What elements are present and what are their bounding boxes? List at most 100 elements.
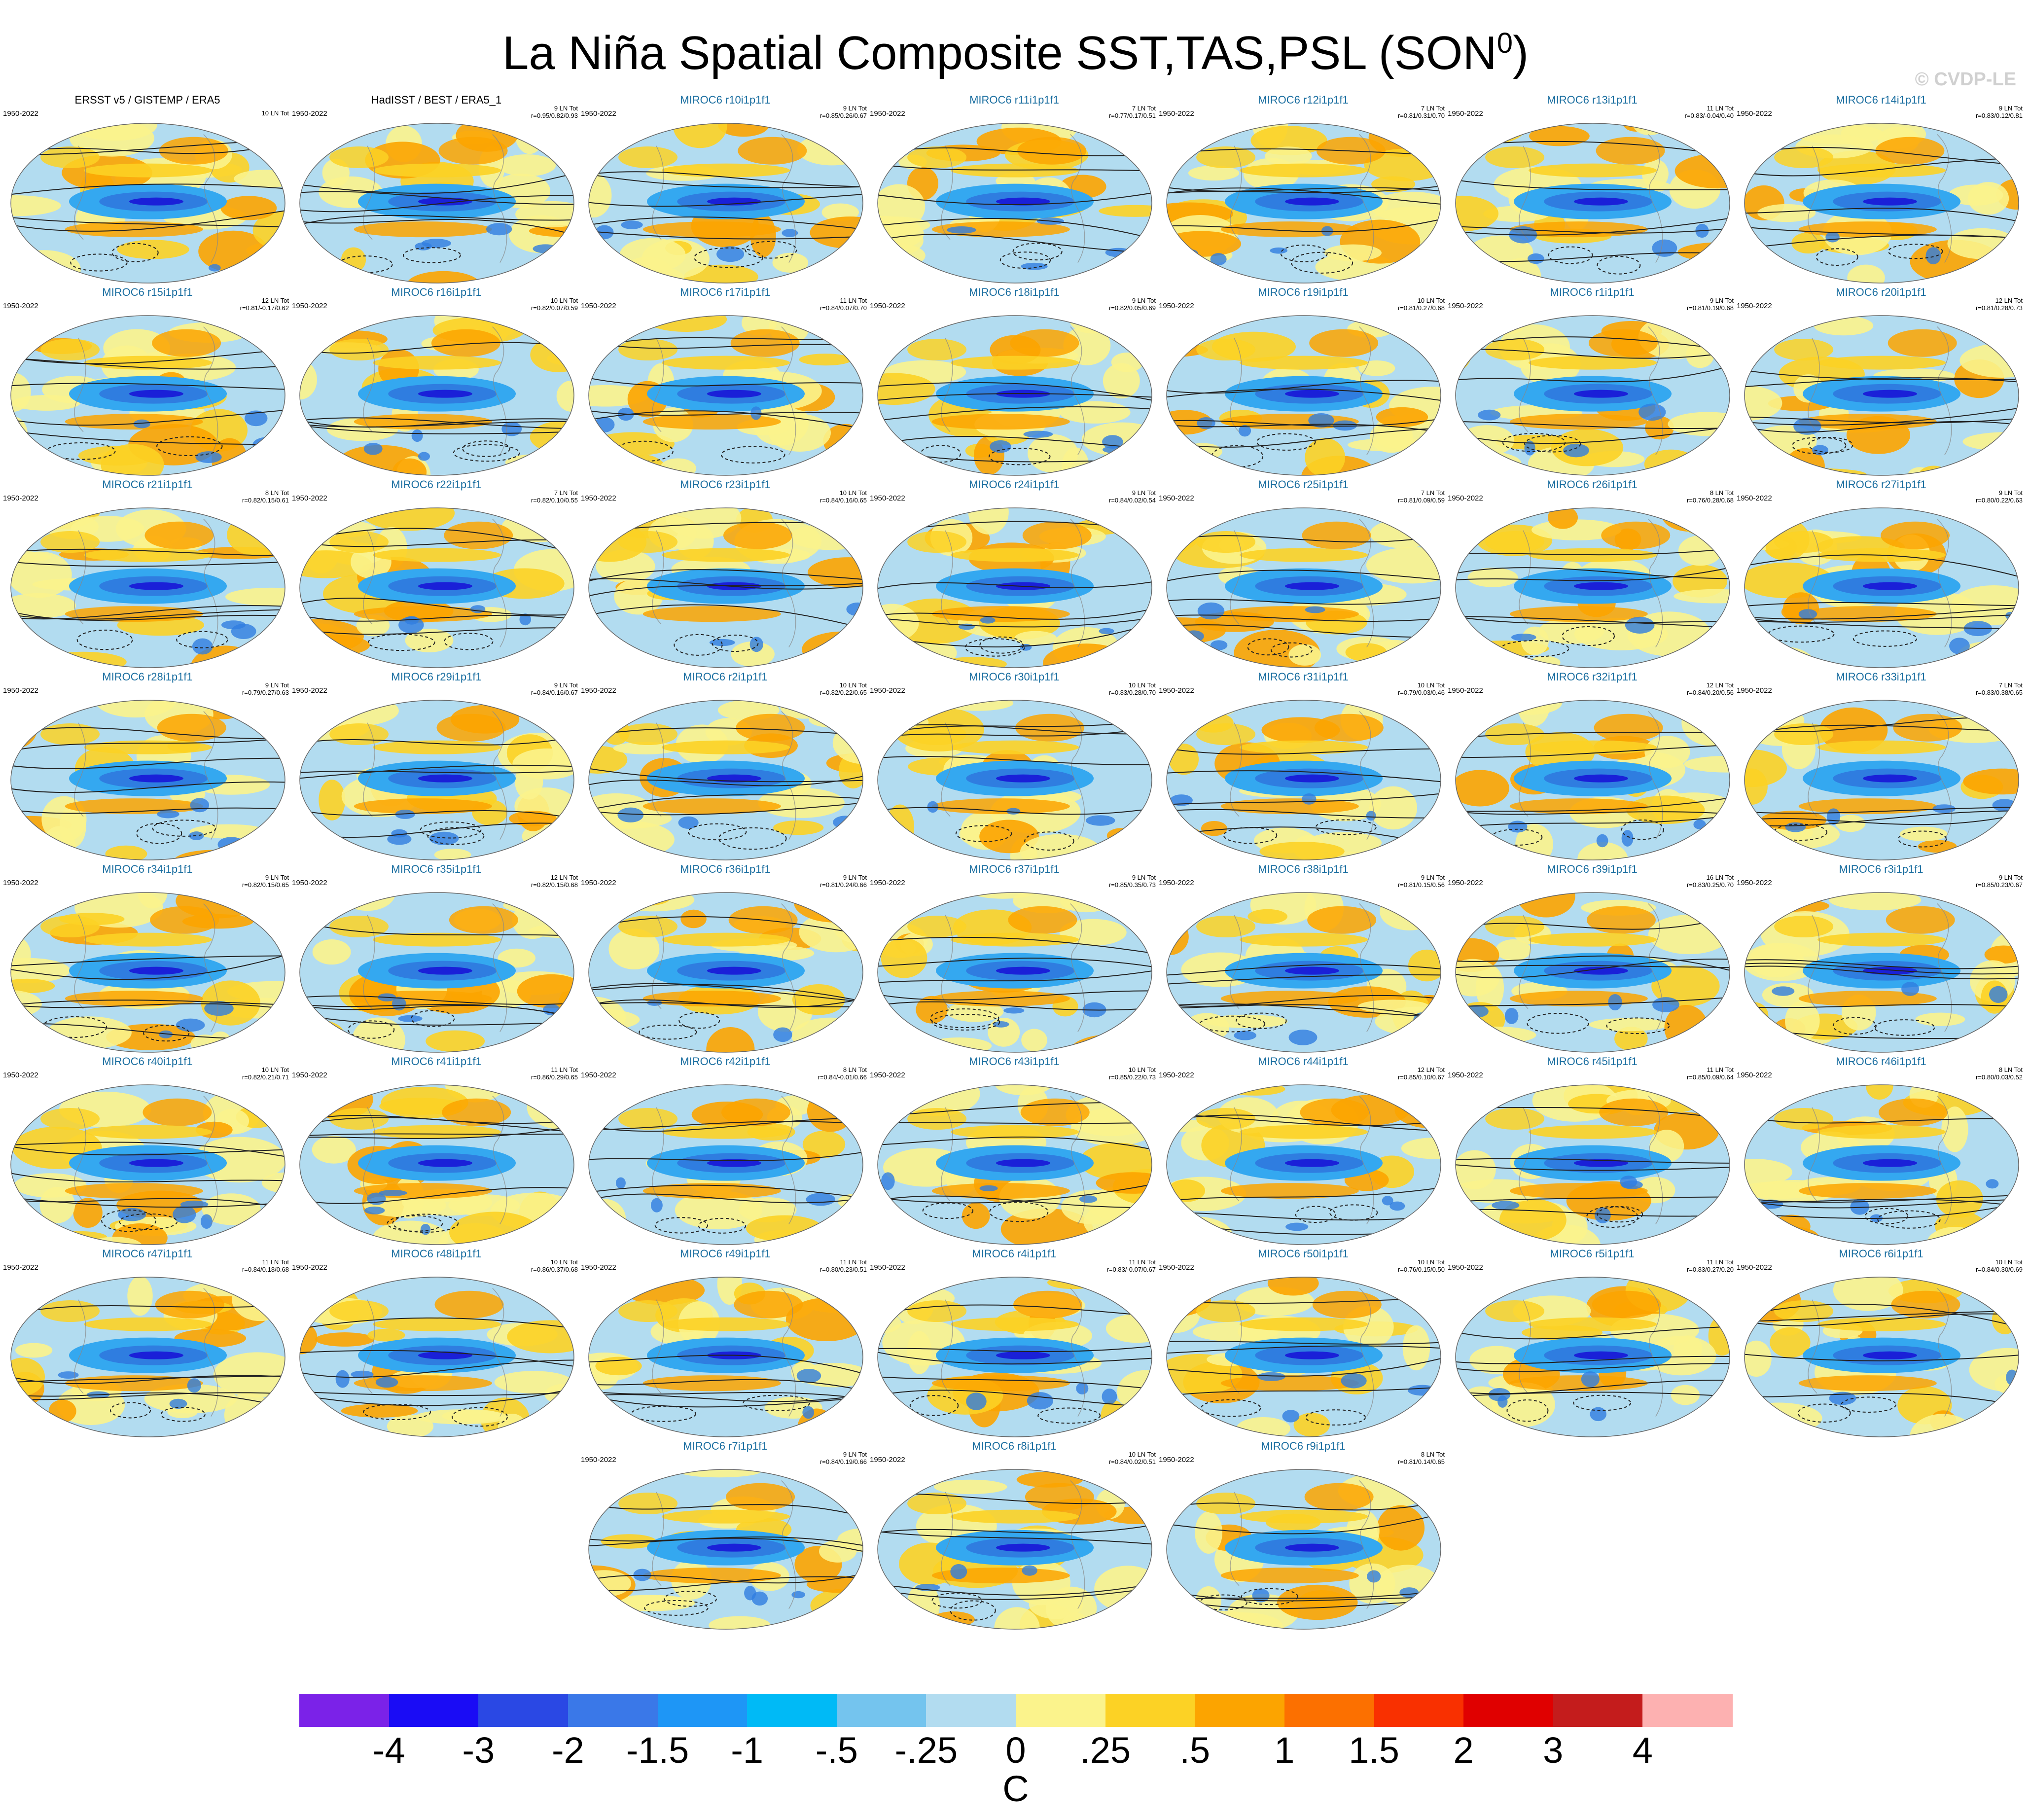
anomaly-patch [1399,1587,1419,1598]
anomaly-patch [1529,126,1590,146]
anomaly-patch [738,137,807,165]
psl-contour-negative [743,1394,811,1411]
anomaly-patch [1987,448,2019,466]
anomaly-patch [1456,443,1470,467]
panel-event-count: 11 LN Tot [262,1258,289,1266]
anomaly-patch [1022,521,1092,549]
anomaly-patch [105,845,147,860]
psl-contour [1745,614,2019,623]
psl-contour [1745,421,2019,433]
psl-contour-negative [176,631,228,648]
panel-event-count: 9 LN Tot [843,105,867,112]
anomaly-patch [1826,808,1841,825]
anomaly-patch [411,429,423,442]
composite-map [1166,123,1441,284]
anomaly-patch [1456,846,1521,860]
panel-pattern-correlation: r=0.85/0.22/0.73 [1108,1073,1156,1081]
panel-event-count: 11 LN Tot [1707,105,1734,112]
anomaly-patch [1201,821,1227,836]
anomaly-patch [438,137,508,165]
composite-map [588,1084,863,1245]
map-panel: MIROC6 r18i1p1f1 1950-2022 9 LN Tot r=0.82/… [870,286,1159,479]
anomaly-patch [1224,1085,1285,1096]
anomaly-patch [782,229,798,237]
anomaly-patch [200,1214,213,1229]
anomaly-patch [1079,1195,1098,1203]
psl-contour-negative [368,634,435,651]
psl-contour [300,1133,574,1137]
anomaly-patch [1333,420,1357,431]
composite-map [1744,892,2019,1053]
anomaly-patch [204,1001,234,1016]
psl-contour [878,1001,1152,1011]
anomaly-patch [907,1493,967,1515]
panel-event-count: 9 LN Tot [265,681,289,689]
anomaly-patch [618,146,678,169]
anomaly-patch [931,798,1070,815]
composite-map [877,507,1152,668]
anomaly-patch [442,1409,503,1423]
coastline [941,1107,953,1202]
panel-event-count: 10 LN Tot [1995,1258,2023,1266]
psl-contour [1167,1386,1441,1397]
coastline [1519,915,1531,1009]
map-panel: MIROC6 r13i1p1f1 1950-2022 11 LN Tot r=0.83… [1448,94,1737,287]
cold-tongue-core [129,197,183,206]
panel-period: 1950-2022 [1159,686,1194,695]
panel-pattern-correlation: r=0.82/0.07/0.59 [531,304,578,312]
anomaly-patch [1485,146,1545,169]
map-panel: MIROC6 r33i1p1f1 1950-2022 7 LN Tot r=0.83/… [1737,671,2026,864]
anomaly-patch [1167,1591,1178,1607]
map-panel: MIROC6 r1i1p1f1 1950-2022 9 LN Tot r=0.81/0… [1448,286,1737,479]
panel-title: MIROC6 r46i1p1f1 [1836,1055,1926,1068]
panel-pattern-correlation: r=0.82/0.10/0.55 [531,497,578,504]
cold-tongue-core [1573,966,1628,975]
colorbar-box [1553,1694,1643,1727]
colorbar-box [926,1694,1016,1727]
panel-pattern-correlation: r=0.83/0.27/0.20 [1686,1266,1734,1273]
psl-contour [300,421,574,428]
cold-tongue-core [1862,1159,1917,1167]
panel-title: MIROC6 r32i1p1f1 [1547,671,1638,683]
anomaly-patch [1240,356,1368,370]
map-border [1744,315,2019,476]
anomaly-patch [157,714,226,742]
anomaly-patch [1817,356,1946,370]
psl-contour [878,1524,1152,1534]
colorbar-box [1105,1694,1195,1727]
anomaly-patch [11,195,61,216]
panel-period: 1950-2022 [581,1071,616,1079]
anomaly-patch [373,740,501,754]
anomaly-patch [1369,786,1418,830]
colorbar-box [478,1694,569,1727]
anomaly-patch [335,1370,350,1388]
anomaly-patch [1752,898,1830,914]
panel-pattern-correlation: r=0.83/0.12/0.81 [1975,112,2023,119]
composite-map [588,315,863,476]
anomaly-patch [907,339,967,361]
anomaly-patch [1947,228,2017,259]
colorbar-tick-label: 0 [1005,1730,1026,1771]
anomaly-patch [65,414,203,430]
map-panel: MIROC6 r27i1p1f1 1950-2022 9 LN Tot r=0.80/… [1737,478,2026,672]
map-border [1744,123,2019,284]
psl-contour [1456,616,1730,628]
panel-title: MIROC6 r18i1p1f1 [969,286,1060,298]
panel-period: 1950-2022 [581,1263,616,1272]
anomaly-patch [749,637,763,652]
panel-period: 1950-2022 [870,1071,905,1079]
cold-tongue-core [707,197,761,206]
anomaly-patch [1196,916,1256,938]
psl-contour-negative [1597,256,1641,275]
panel-event-count: 11 LN Tot [840,297,867,304]
anomaly-patch [1456,770,1509,807]
psl-contour [589,171,863,187]
map-border [877,1084,1152,1245]
psl-contour [589,984,863,1002]
map-border [10,507,285,668]
anomaly-patch [221,620,246,630]
map-panel: MIROC6 r9i1p1f1 1950-2022 8 LN Tot r=0.81/0… [1159,1440,1448,1633]
anomaly-patch [1590,1407,1606,1422]
anomaly-patch [1925,247,1941,265]
psl-contour-negative [1199,1594,1247,1610]
